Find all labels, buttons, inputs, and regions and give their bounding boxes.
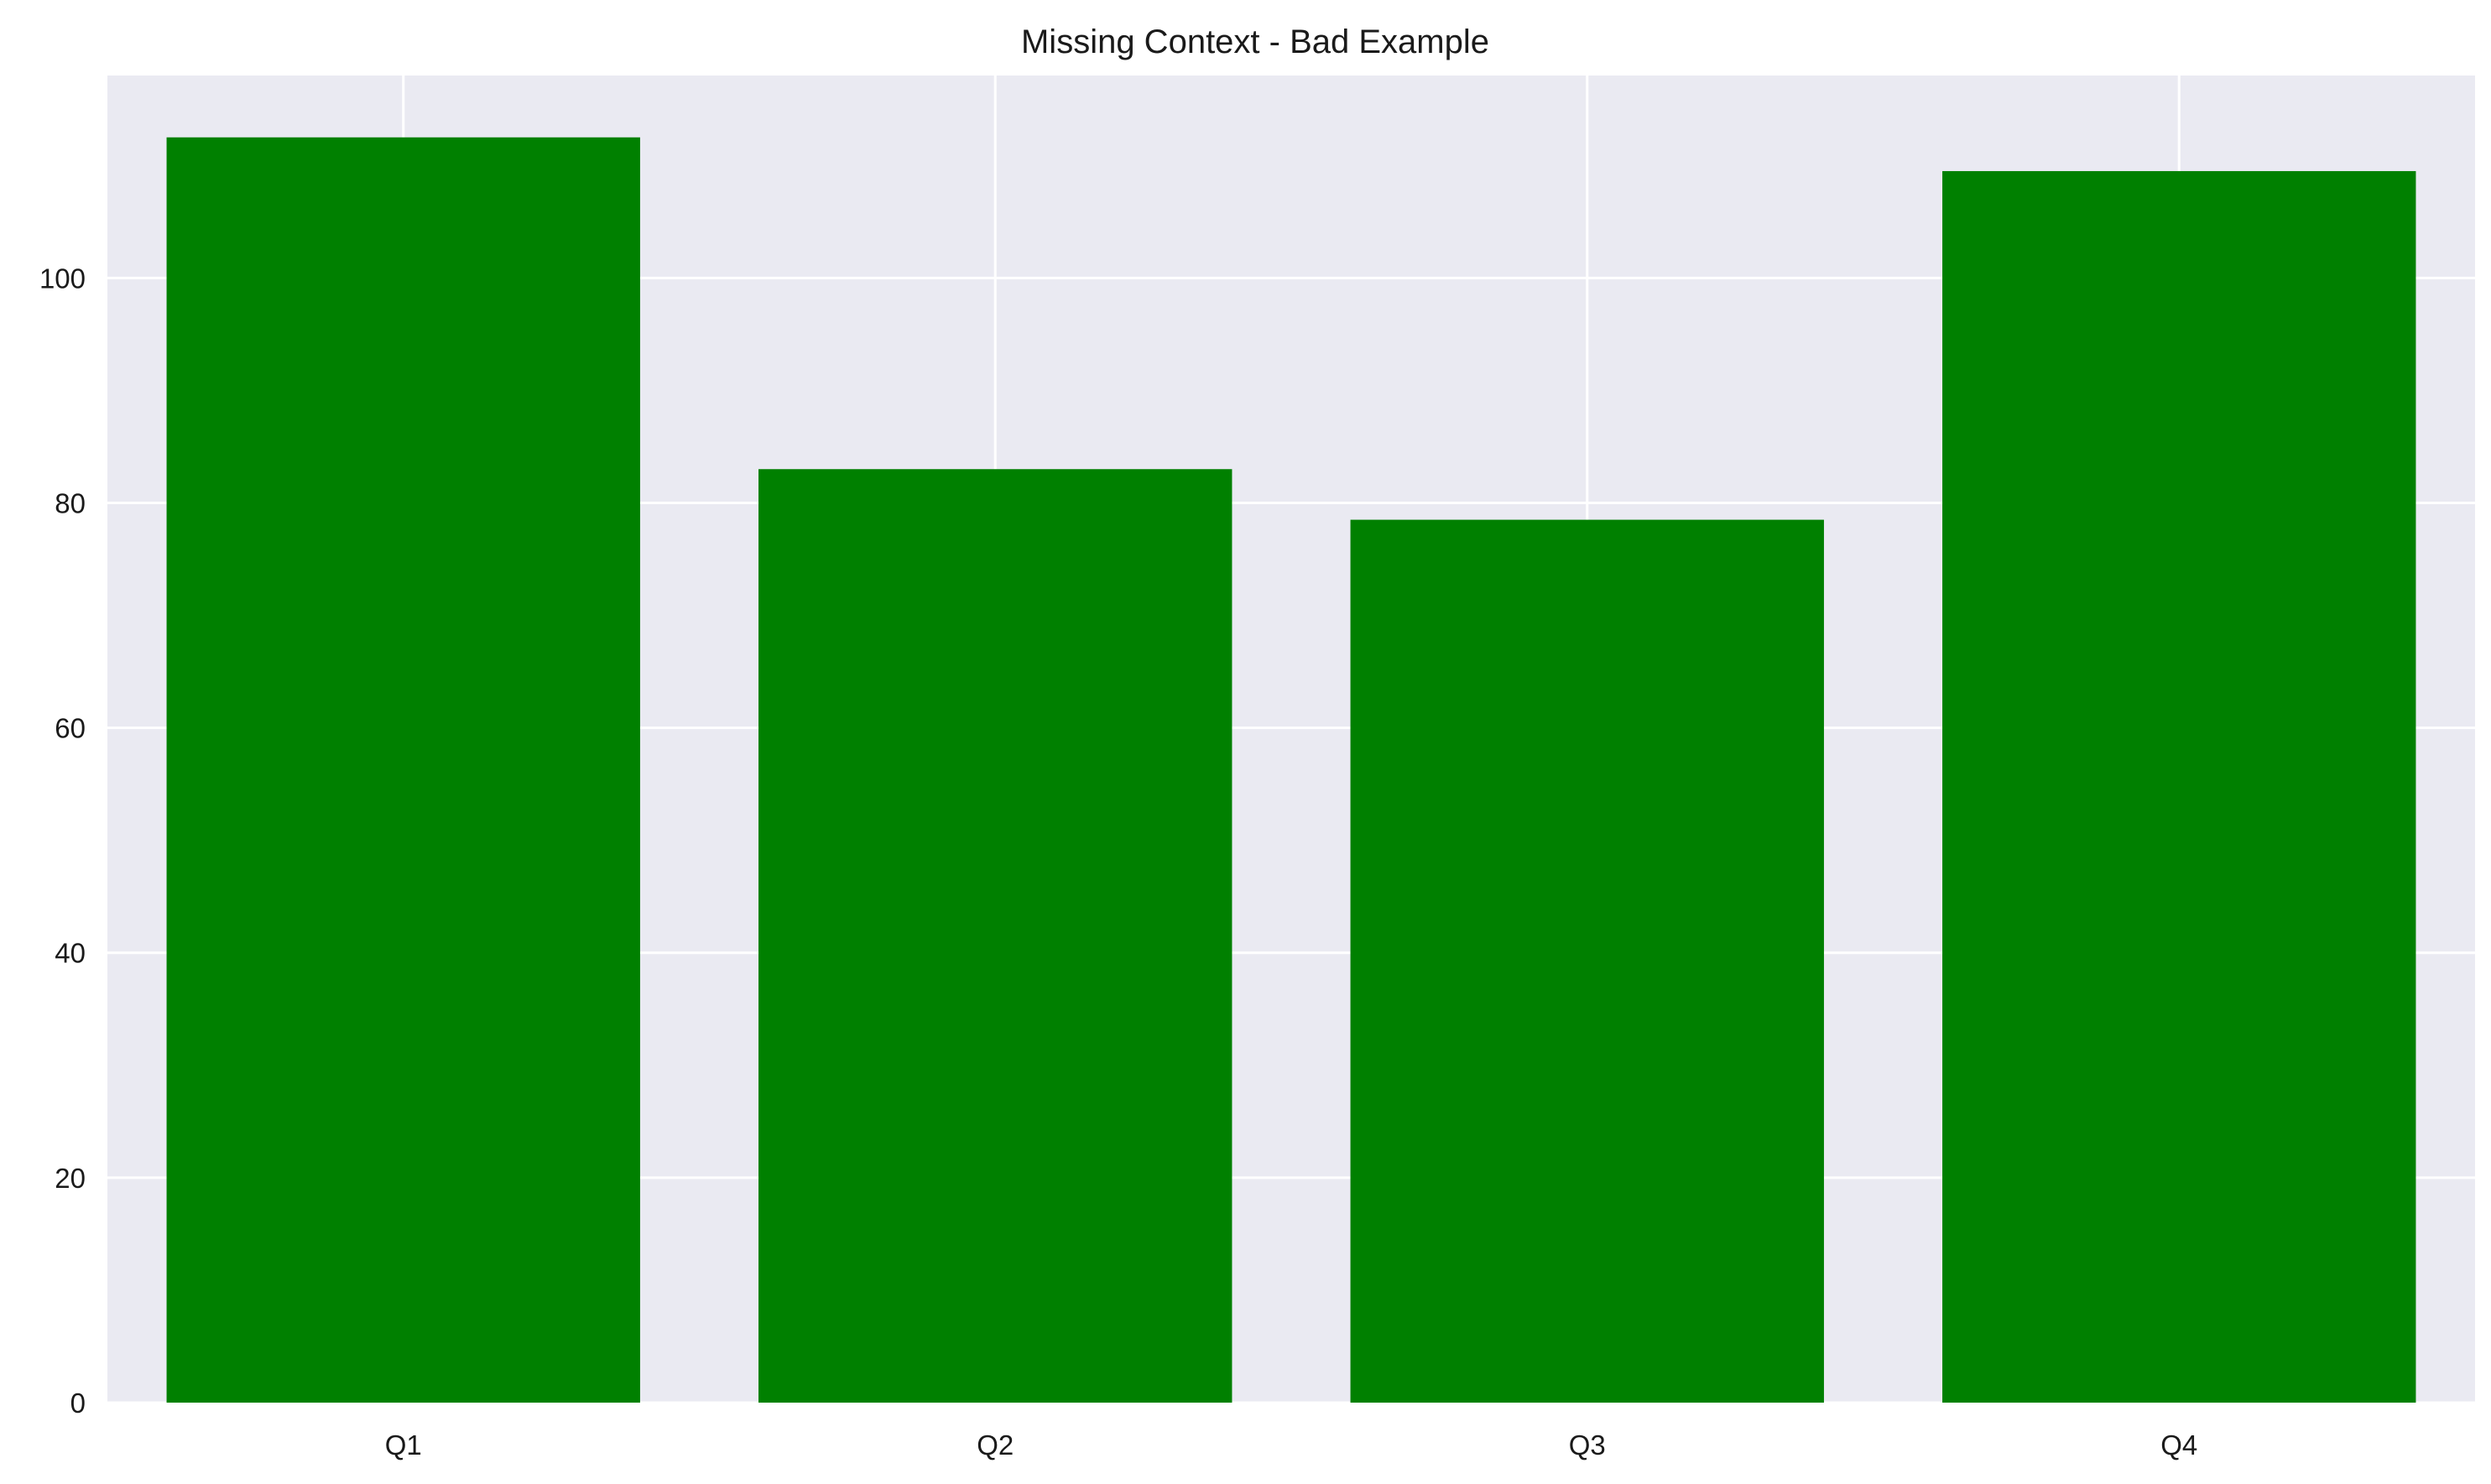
chart-title: Missing Context - Bad Example (1021, 23, 1489, 60)
bar-q2 (758, 469, 1232, 1403)
bar-q1 (166, 137, 640, 1403)
x-tick-label: Q3 (1569, 1429, 1606, 1461)
y-tick-label: 0 (70, 1388, 86, 1419)
y-tick-label: 60 (55, 713, 86, 744)
x-tick-label: Q1 (385, 1429, 422, 1461)
bars (166, 137, 2416, 1403)
y-tick-label: 100 (39, 263, 86, 294)
y-axis-ticks: 0 20 40 60 80 100 (39, 263, 86, 1419)
y-tick-label: 20 (55, 1163, 86, 1194)
bar-q4 (1942, 170, 2416, 1403)
y-tick-label: 80 (55, 487, 86, 518)
bar-q3 (1350, 519, 1824, 1403)
x-axis-ticks: Q1 Q2 Q3 Q4 (385, 1429, 2198, 1461)
y-tick-label: 40 (55, 938, 86, 969)
x-tick-label: Q4 (2160, 1429, 2197, 1461)
x-tick-label: Q2 (977, 1429, 1014, 1461)
